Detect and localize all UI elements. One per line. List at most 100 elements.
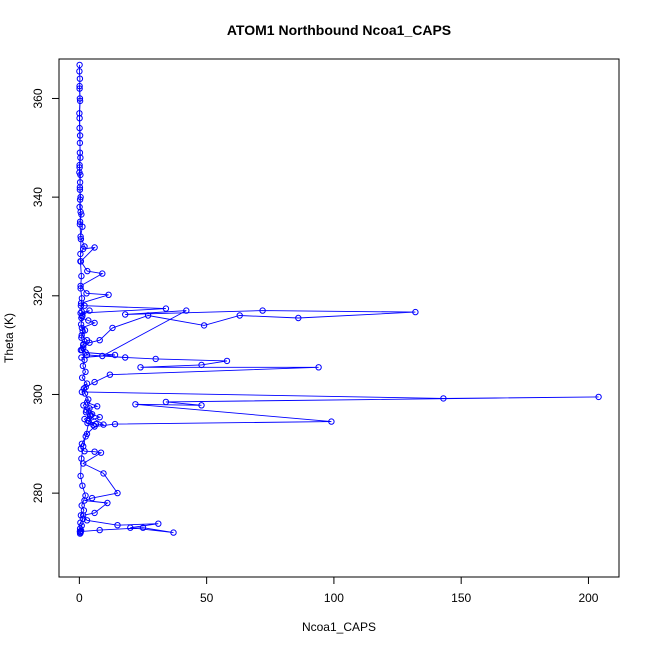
- data-point: [76, 528, 84, 535]
- data-point: [77, 519, 84, 526]
- data-point: [114, 489, 121, 497]
- data-point: [259, 307, 266, 314]
- data-point: [76, 184, 84, 191]
- data-point: [83, 351, 91, 359]
- y-tick-label: 320: [31, 285, 45, 305]
- data-point: [183, 307, 190, 314]
- x-tick-label: 200: [578, 591, 598, 605]
- x-tick-label: 150: [451, 591, 471, 605]
- data-point: [412, 308, 419, 316]
- data-point: [85, 317, 92, 324]
- data-point: [82, 433, 89, 440]
- data-point: [91, 244, 98, 251]
- data-point: [87, 412, 95, 419]
- data-point: [109, 324, 116, 332]
- data-point: [77, 512, 85, 519]
- data-point: [76, 530, 84, 537]
- data-point: [162, 305, 170, 312]
- data-point: [440, 395, 447, 402]
- data-point: [76, 68, 83, 75]
- plot-area: [76, 61, 602, 537]
- data-point: [100, 421, 107, 428]
- data-point: [76, 75, 84, 82]
- data-point: [79, 482, 86, 489]
- data-point: [139, 524, 147, 531]
- data-point: [144, 312, 152, 319]
- y-tick-label: 280: [31, 483, 45, 503]
- data-point: [127, 524, 134, 531]
- data-point: [77, 321, 85, 328]
- data-point: [198, 361, 205, 369]
- data-point: [83, 380, 91, 387]
- data-point: [105, 291, 112, 298]
- data-point: [82, 409, 90, 416]
- data-point: [97, 449, 105, 456]
- data-point: [96, 526, 103, 534]
- data-point: [94, 403, 101, 410]
- chart-title: ATOM1 Northbound Ncoa1_CAPS: [227, 22, 451, 38]
- data-point: [78, 334, 85, 341]
- data-point: [236, 312, 243, 319]
- data-point: [170, 529, 177, 536]
- data-point: [295, 314, 302, 322]
- data-point: [76, 164, 83, 171]
- data-point: [84, 267, 91, 275]
- x-axis-label: Ncoa1_CAPS: [302, 620, 376, 634]
- x-tick-label: 0: [76, 591, 83, 605]
- data-point: [85, 396, 92, 403]
- data-point: [114, 522, 121, 529]
- data-point: [86, 307, 93, 314]
- data-point: [76, 221, 84, 228]
- data-point: [86, 339, 93, 346]
- data-point: [111, 420, 119, 428]
- data-point: [76, 149, 84, 156]
- data-point: [92, 420, 100, 428]
- data-point: [152, 355, 159, 363]
- data-point: [315, 364, 322, 371]
- data-point: [81, 390, 89, 397]
- data-point: [198, 402, 205, 409]
- data-point: [83, 517, 91, 524]
- data-point: [91, 378, 98, 386]
- data-point: [78, 295, 86, 302]
- data-point: [79, 313, 86, 320]
- data-point: [79, 328, 86, 335]
- data-point: [155, 520, 162, 527]
- data-point: [77, 171, 84, 179]
- data-point: [88, 494, 96, 502]
- data-point: [76, 115, 83, 122]
- data-point: [77, 258, 84, 265]
- y-axis-label: Theta (K): [2, 313, 16, 363]
- data-point: [77, 208, 84, 216]
- data-point: [122, 354, 129, 361]
- data-point: [82, 383, 89, 391]
- plot-frame: [58, 58, 620, 578]
- data-point: [83, 399, 91, 406]
- data-point: [104, 499, 111, 507]
- data-point: [132, 401, 139, 408]
- data-point: [76, 61, 83, 69]
- data-point: [81, 356, 88, 364]
- data-point: [595, 393, 602, 401]
- series-1-line: [78, 64, 599, 534]
- data-point: [76, 82, 83, 90]
- data-point: [99, 270, 106, 277]
- data-point: [122, 311, 129, 318]
- data-point: [86, 413, 94, 420]
- data-point: [82, 368, 89, 375]
- y-tick-label: 340: [31, 187, 45, 207]
- data-point: [82, 492, 89, 499]
- data-point: [77, 302, 85, 309]
- data-point: [79, 362, 87, 370]
- series-2-line: [79, 86, 104, 534]
- data-point: [223, 357, 231, 365]
- data-point: [83, 290, 90, 297]
- data-point: [80, 507, 88, 514]
- data-point: [99, 352, 106, 360]
- data-point: [80, 340, 87, 348]
- data-point: [76, 196, 84, 203]
- data-point: [137, 364, 144, 371]
- data-point: [81, 302, 88, 309]
